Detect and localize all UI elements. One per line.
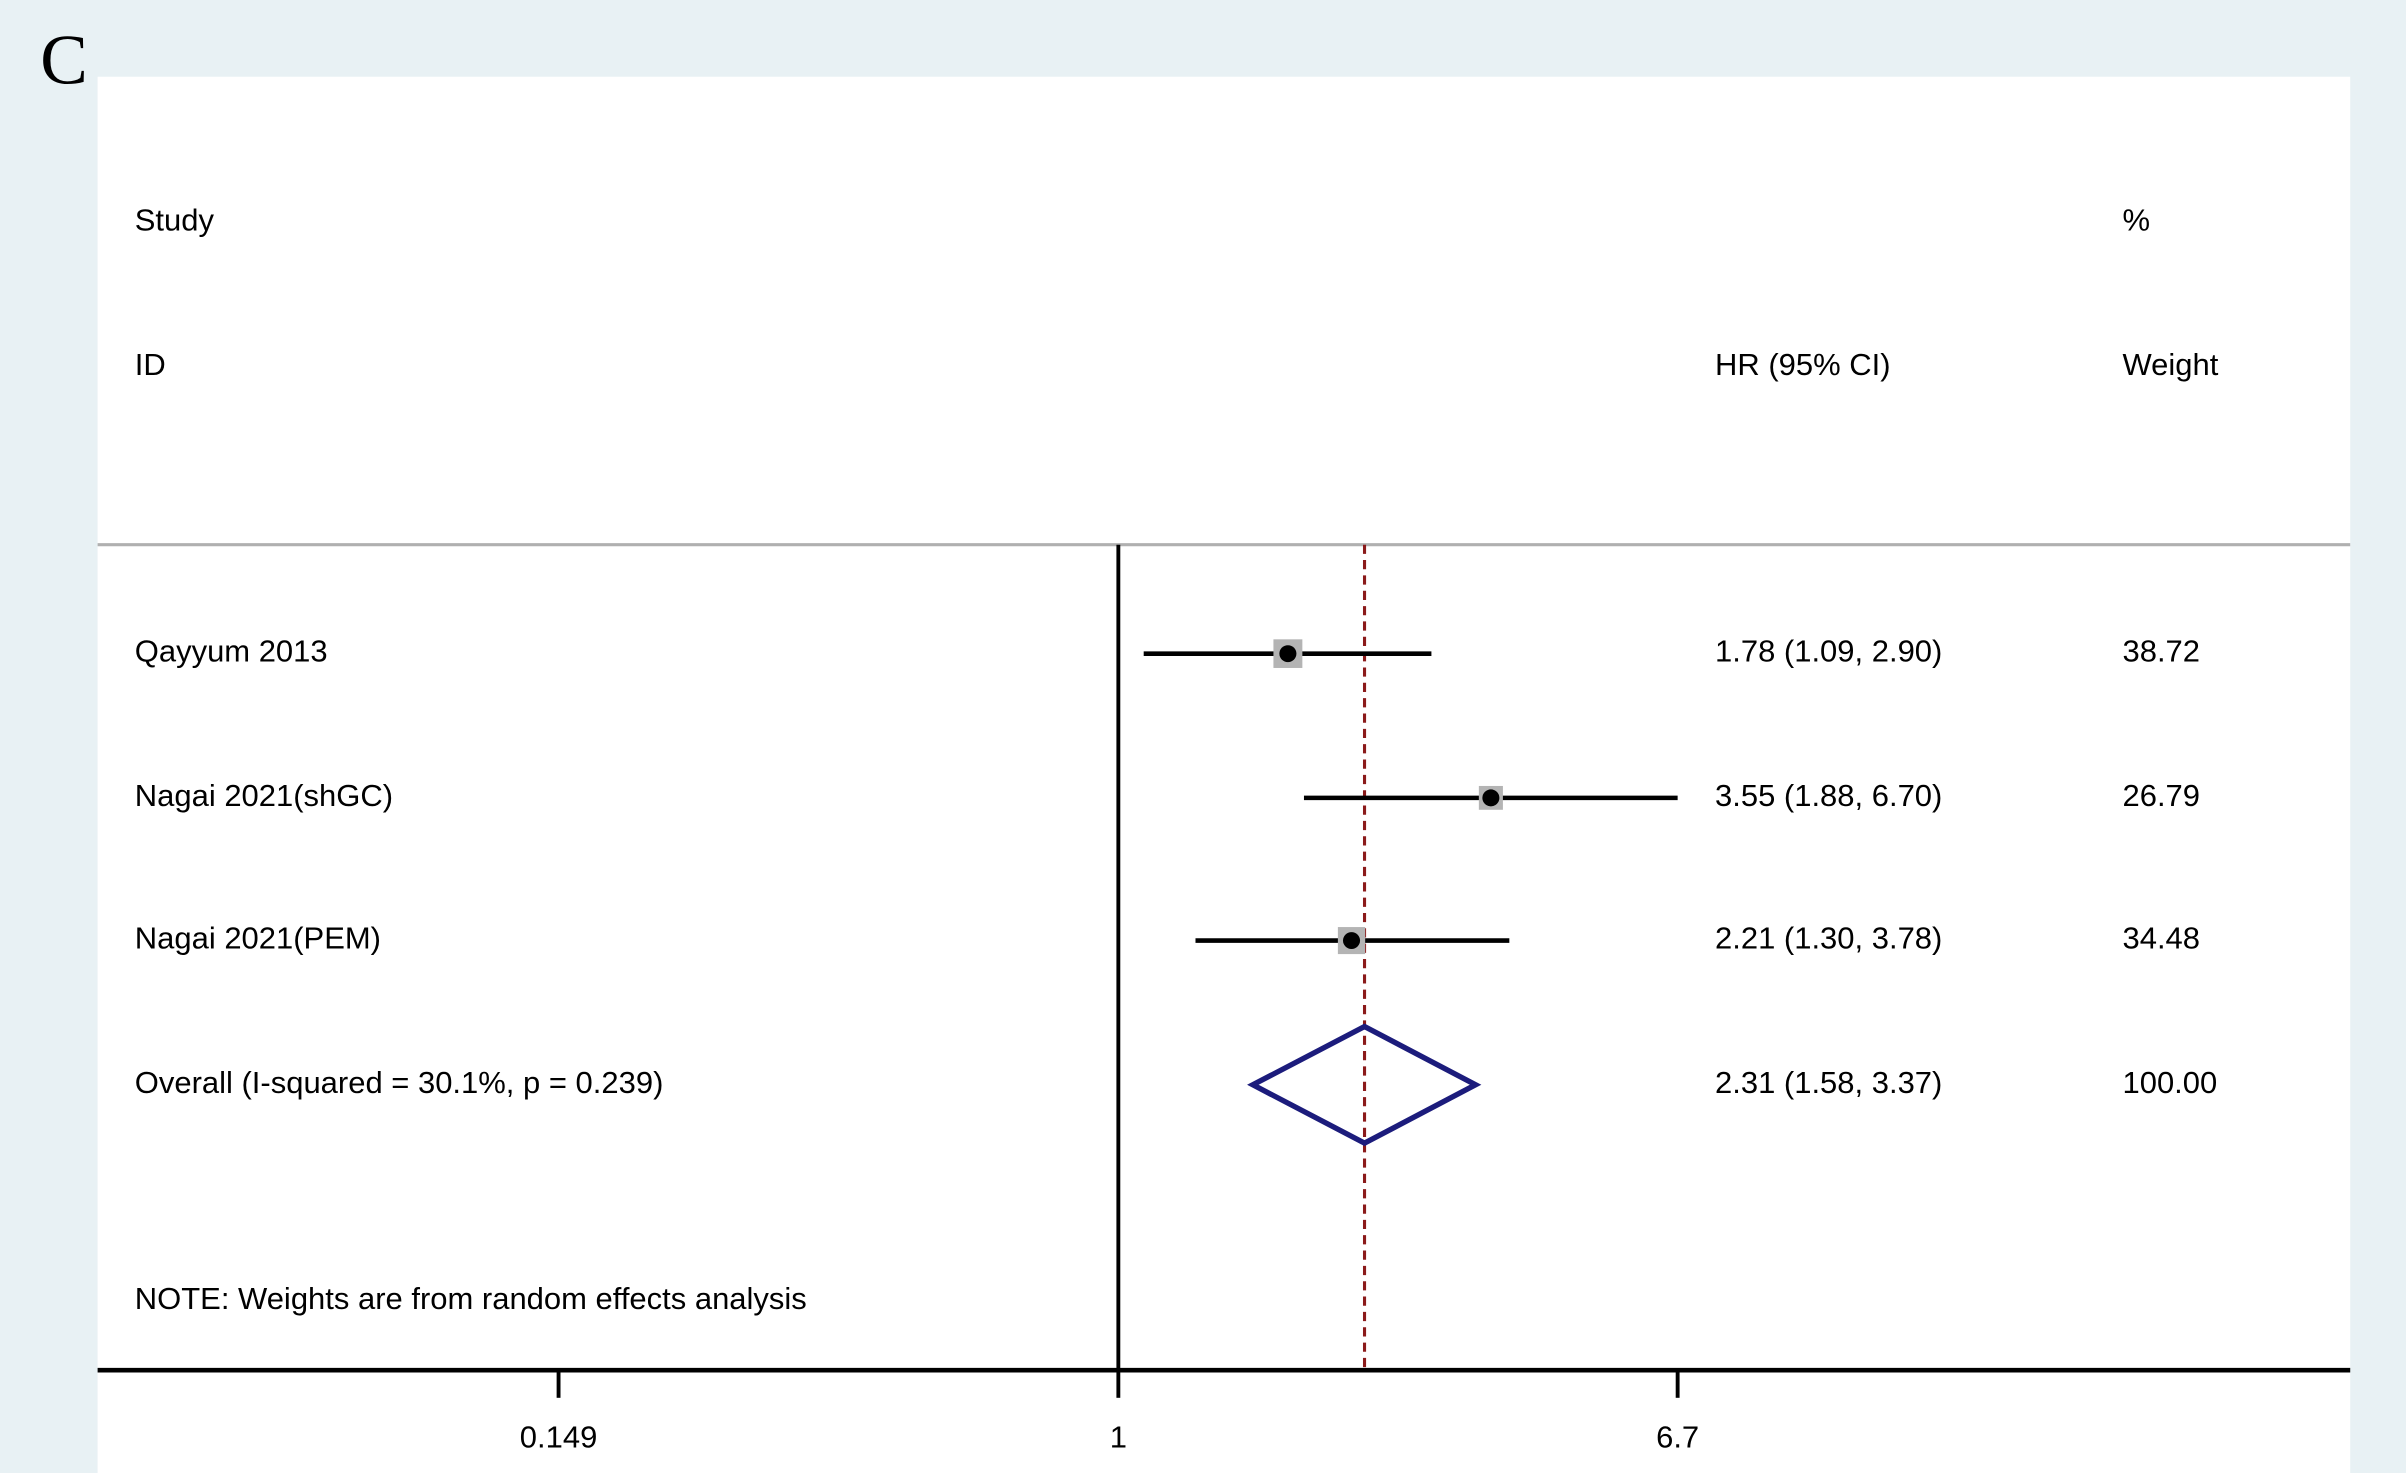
point-estimate bbox=[1342, 932, 1361, 950]
estimate-label: 1.78 (1.09, 2.90) bbox=[1715, 634, 1942, 669]
note: NOTE: Weights are from random effects an… bbox=[135, 1281, 807, 1316]
overall-label: Overall (I-squared = 30.1%, p = 0.239) bbox=[135, 1065, 664, 1100]
plot-panel bbox=[97, 76, 2351, 1473]
weight-label: 38.72 bbox=[2122, 634, 2200, 669]
overall-weight-label: 100.00 bbox=[2122, 1065, 2217, 1100]
header-id: ID bbox=[135, 347, 166, 382]
weight-label: 26.79 bbox=[2122, 778, 2200, 813]
x-tick-label: 0.149 bbox=[520, 1419, 598, 1454]
estimate-label: 3.55 (1.88, 6.70) bbox=[1715, 778, 1942, 813]
weight-label: 34.48 bbox=[2122, 921, 2200, 956]
header-study: Study bbox=[135, 203, 215, 238]
point-estimate bbox=[1482, 789, 1500, 807]
study-label: Qayyum 2013 bbox=[135, 634, 328, 669]
header-estimate: HR (95% CI) bbox=[1715, 347, 1891, 382]
x-tick-label: 6.7 bbox=[1656, 1419, 1699, 1454]
estimate-label: 2.21 (1.30, 3.78) bbox=[1715, 921, 1942, 956]
x-tick-label: 1 bbox=[1110, 1419, 1127, 1454]
panel-label: C bbox=[40, 22, 88, 100]
overall-diamond bbox=[1247, 1023, 1482, 1147]
study-label: Nagai 2021(PEM) bbox=[135, 921, 381, 956]
header-pct: % bbox=[2122, 203, 2150, 238]
header-weight: Weight bbox=[2122, 347, 2218, 382]
point-estimate bbox=[1279, 645, 1297, 663]
overall-estimate-label: 2.31 (1.58, 3.37) bbox=[1715, 1065, 1942, 1100]
study-label: Nagai 2021(shGC) bbox=[135, 778, 393, 813]
